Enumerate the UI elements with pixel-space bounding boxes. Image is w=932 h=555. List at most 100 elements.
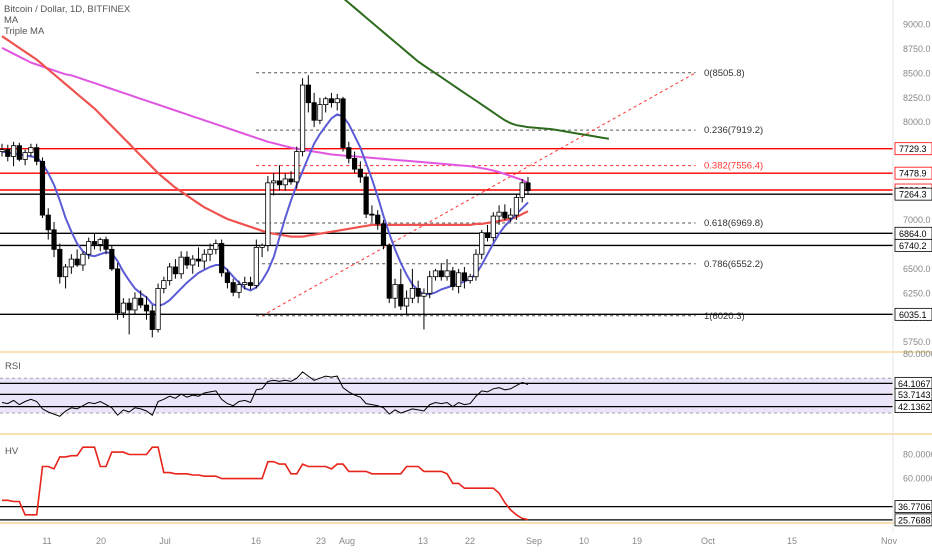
candle-body[interactable] [375,214,381,225]
price-level-tag-text: 7478.9 [899,169,927,179]
candle-body[interactable] [184,256,190,266]
candle-body[interactable] [450,270,456,287]
candle-body[interactable] [120,302,126,314]
candle-body[interactable] [438,270,444,278]
candle-body[interactable] [328,98,335,104]
candle-body[interactable] [334,98,340,104]
indicator-triple-ma-label[interactable]: Triple MA [4,26,45,37]
candle-body[interactable] [323,98,329,106]
candle-body[interactable] [224,272,231,283]
price-axis-tick: 8500.0 [903,68,931,78]
candle-body[interactable] [253,246,259,286]
candle-body[interactable] [271,180,277,184]
candle-body[interactable] [508,214,514,219]
candle-body[interactable] [392,284,398,299]
candle-body[interactable] [276,180,283,186]
candle-body[interactable] [97,239,103,245]
candle-body[interactable] [207,248,213,255]
candle-body[interactable] [467,276,473,282]
candle-body[interactable] [62,266,69,278]
candle-body[interactable] [74,258,80,266]
candle-body[interactable] [230,282,236,293]
candle-body[interactable] [201,253,207,262]
candle-body[interactable] [109,248,115,270]
candle-body[interactable] [317,104,323,121]
candle-body[interactable] [357,168,363,178]
candle-body[interactable] [190,258,196,266]
candle-body[interactable] [178,256,184,275]
candle-body[interactable] [282,178,288,186]
candle-body[interactable] [311,102,317,121]
candle-body[interactable] [51,229,57,250]
candle-body[interactable] [236,284,242,293]
candle-body[interactable] [525,182,531,192]
candle-body[interactable] [195,258,202,262]
candle-body[interactable] [143,304,150,312]
candle-body[interactable] [57,248,63,278]
candle-body[interactable] [369,213,375,216]
candle-body[interactable] [346,147,352,159]
candle-body[interactable] [288,178,294,183]
candle-body[interactable] [34,147,40,162]
candle-body[interactable] [456,272,462,287]
candle-body[interactable] [149,310,155,330]
candle-body[interactable] [138,297,144,306]
candle-body[interactable] [415,288,421,297]
candle-body[interactable] [513,197,520,216]
candle-body[interactable] [432,270,439,278]
candle-body[interactable] [5,149,11,157]
price-axis-tick: 6500.0 [903,264,931,274]
hv-level-tag-text: 36.7706 [898,502,931,512]
candle-body[interactable] [380,223,387,246]
candle-body[interactable] [479,232,485,255]
candle-body[interactable] [490,215,496,238]
symbol-title[interactable]: Bitcoin / Dollar, 1D, BITFINEX [4,4,131,15]
candle-body[interactable] [213,243,219,250]
candle-body[interactable] [242,282,248,285]
candle-body[interactable] [265,182,271,246]
candle-body[interactable] [80,253,86,266]
candle-body[interactable] [421,292,427,297]
candle-body[interactable] [409,288,415,299]
candle-body[interactable] [363,176,369,215]
candle-body[interactable] [461,272,468,282]
candle-body[interactable] [259,245,265,248]
candle-body[interactable] [155,288,161,330]
candle-body[interactable] [172,266,178,275]
candle-body[interactable] [115,268,121,314]
candle-body[interactable] [68,258,74,268]
candle-body[interactable] [39,160,46,216]
candle-body[interactable] [86,241,92,255]
candle-body[interactable] [91,241,98,245]
candle-body[interactable] [496,211,502,217]
candle-body[interactable] [103,239,109,250]
candle-body[interactable] [45,214,51,231]
candle-body[interactable] [484,232,491,238]
candle-body[interactable] [22,152,28,160]
candle-body[interactable] [132,297,138,311]
indicator-ma-label[interactable]: MA [4,15,19,26]
candle-body[interactable] [28,147,34,153]
candle-body[interactable] [161,280,167,289]
candle-body[interactable] [519,182,525,198]
candle-body[interactable] [403,297,410,307]
candle-body[interactable] [473,253,479,278]
candle-body[interactable] [126,302,132,311]
candle-body[interactable] [427,276,433,294]
candle-body[interactable] [444,270,450,278]
candle-body[interactable] [502,211,508,219]
candle-body[interactable] [340,98,346,149]
candle-body[interactable] [305,84,311,104]
candle-body[interactable] [351,157,358,170]
candle-body[interactable] [386,245,392,299]
candle-body[interactable] [167,266,173,282]
candle-body[interactable] [10,145,17,157]
candle-body[interactable] [398,284,404,307]
candle-body[interactable] [247,282,254,286]
candle-body[interactable] [0,149,5,152]
candle-body[interactable] [219,243,225,274]
candle-body[interactable] [294,151,300,183]
candle-body[interactable] [16,145,22,160]
candle-body[interactable] [299,84,306,152]
